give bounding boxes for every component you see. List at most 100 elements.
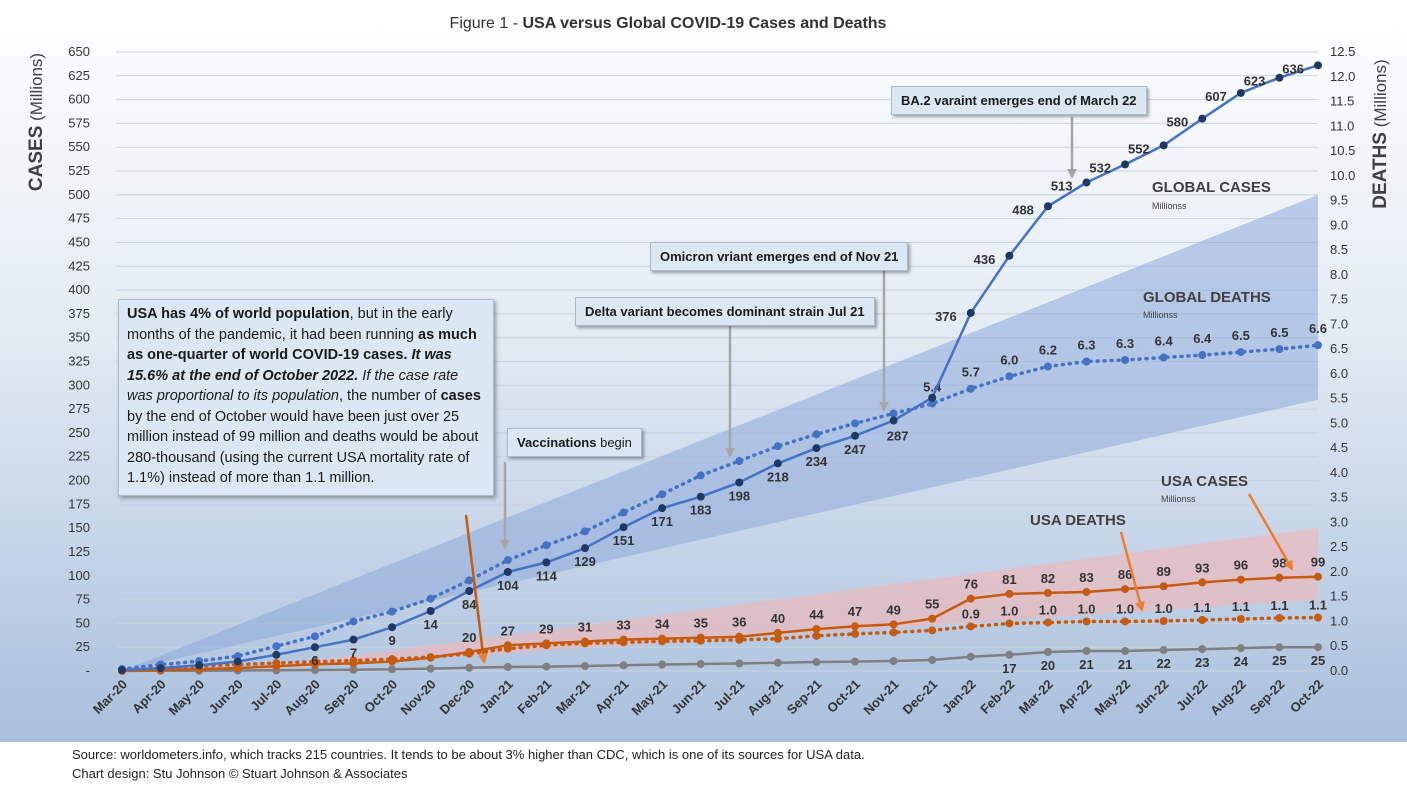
global_cases-data-label: 114 bbox=[536, 568, 558, 583]
global_cases-data-label: 129 bbox=[574, 554, 596, 569]
usa_cases-point bbox=[1121, 585, 1130, 594]
global_cases-point bbox=[773, 459, 782, 468]
usa_deaths-data-label: 1.0 bbox=[1077, 601, 1095, 616]
y-left-tick-label: 225 bbox=[68, 449, 90, 464]
global_cases-point bbox=[195, 661, 204, 670]
global_cases-point bbox=[1236, 88, 1245, 97]
note-p4: It was 15.6% at the end of October 2022. bbox=[127, 347, 452, 384]
usa_cases-data-label: 20 bbox=[462, 630, 476, 645]
usa_cases-point bbox=[735, 632, 744, 641]
global_deaths-point bbox=[272, 642, 281, 651]
global_cases-data-label: 6 bbox=[311, 653, 318, 668]
usa_share_line-point bbox=[349, 665, 358, 674]
global_deaths-point bbox=[1275, 345, 1284, 354]
global_cases-data-label: 171 bbox=[651, 514, 673, 529]
usa_share_line-point bbox=[889, 657, 898, 666]
y-right-tick-label: 3.0 bbox=[1330, 514, 1348, 529]
usa_cases-point bbox=[773, 628, 782, 637]
usa_share_line-point bbox=[310, 666, 319, 675]
global_deaths-point bbox=[889, 409, 898, 418]
usa_deaths-point bbox=[1043, 618, 1052, 627]
usa_share_line-point bbox=[503, 663, 512, 672]
usa_share_line-data-label: 20 bbox=[1041, 658, 1055, 673]
global_cases-data-label: 151 bbox=[613, 533, 635, 548]
global_deaths-data-label: 5.7 bbox=[962, 365, 980, 380]
global_cases-data-label: 14 bbox=[423, 617, 438, 632]
usa_cases-point bbox=[1275, 573, 1284, 582]
usa_cases-point bbox=[503, 641, 512, 650]
y-right-tick-label: 0.0 bbox=[1330, 663, 1348, 678]
global_cases-point bbox=[1159, 141, 1168, 150]
global_deaths-point bbox=[1043, 362, 1052, 371]
y-left-tick-label: 350 bbox=[68, 330, 90, 345]
usa_cases-data-label: 55 bbox=[925, 597, 939, 612]
global_deaths-point bbox=[851, 419, 860, 428]
y-left-tick-label: 200 bbox=[68, 473, 90, 488]
usa_cases-point bbox=[310, 660, 319, 669]
y-left-tick-label: 300 bbox=[68, 377, 90, 392]
usa_share_line-point bbox=[812, 658, 821, 667]
usa_cases-data-label: 76 bbox=[964, 577, 978, 592]
global_cases-data-label: 636 bbox=[1282, 61, 1304, 76]
usa_cases-point bbox=[542, 639, 551, 648]
usa_cases-point bbox=[851, 622, 860, 631]
global_deaths-line bbox=[120, 343, 1320, 671]
usa_cases-point bbox=[812, 625, 821, 634]
global_cases-data-label: 183 bbox=[690, 503, 712, 518]
y-left-tick-label: 475 bbox=[68, 211, 90, 226]
y-right-tick-label: 12.0 bbox=[1330, 69, 1355, 84]
usa_deaths-data-label: 1.1 bbox=[1193, 600, 1211, 615]
y-left-axis-title: CASES (Millions) bbox=[26, 53, 47, 191]
note-p8: by the end of October would have been ju… bbox=[127, 408, 479, 487]
usa_cases-point bbox=[426, 653, 435, 662]
global_deaths-point bbox=[310, 632, 319, 641]
annotation-vaccinations: Vaccinations begin bbox=[507, 428, 642, 457]
y-right-tick-label: 8.0 bbox=[1330, 267, 1348, 282]
global_cases-point bbox=[118, 666, 126, 675]
usa_share_line-point bbox=[619, 661, 628, 670]
usa_deaths-point bbox=[812, 631, 821, 640]
usa_cases-point bbox=[1005, 589, 1014, 598]
usa_cases-data-label: 93 bbox=[1195, 560, 1209, 575]
y-left-tick-label: 500 bbox=[68, 187, 90, 202]
global_deaths-point bbox=[1005, 372, 1014, 381]
y-left-tick-label: 150 bbox=[68, 520, 90, 535]
y-right-tick-label: 3.5 bbox=[1330, 490, 1348, 505]
y-right-tick-label: 6.0 bbox=[1330, 366, 1348, 381]
usa_share_line-point bbox=[1121, 647, 1130, 656]
footer-credit: Chart design: Stu Johnson © Stuart Johns… bbox=[72, 766, 408, 781]
chart-title: Figure 1 - USA versus Global COVID-19 Ca… bbox=[450, 15, 887, 32]
usa_share_line-point bbox=[1159, 646, 1168, 655]
usa_cases-data-label: 49 bbox=[886, 602, 900, 617]
global-trend-band bbox=[122, 194, 1318, 671]
global_deaths-data-label: 6.6 bbox=[1309, 321, 1327, 336]
global_cases-data-label: 580 bbox=[1167, 115, 1189, 130]
note-p6: , the number of bbox=[339, 388, 441, 404]
y-right-tick-label: 4.5 bbox=[1330, 440, 1348, 455]
y-left-tick-label: 425 bbox=[68, 258, 90, 273]
usa_deaths-point bbox=[1236, 615, 1245, 624]
y-left-tick-label: 625 bbox=[68, 68, 90, 83]
y-left-tick-label: 175 bbox=[68, 496, 90, 511]
label-global-deaths: GLOBAL DEATHS bbox=[1143, 289, 1271, 306]
global_cases-data-label: 198 bbox=[728, 488, 750, 503]
usa_deaths-point bbox=[966, 622, 975, 631]
label-usa-cases: USA CASES bbox=[1161, 473, 1248, 490]
usa_cases-point bbox=[349, 659, 358, 668]
usa_share_line-point bbox=[735, 659, 744, 668]
y-left-tick-label: 525 bbox=[68, 163, 90, 178]
usa_deaths-point bbox=[851, 629, 860, 638]
global_cases-point bbox=[310, 643, 319, 652]
usa_cases-data-label: 99 bbox=[1311, 555, 1325, 570]
usa_cases-point bbox=[272, 662, 281, 671]
y-right-tick-label: 2.0 bbox=[1330, 564, 1348, 579]
global_deaths-point bbox=[426, 594, 435, 603]
usa_deaths-point bbox=[1121, 617, 1130, 626]
usa_cases-point bbox=[465, 647, 474, 656]
vaccinations-rest: begin bbox=[596, 435, 632, 450]
usa_cases-point bbox=[1082, 587, 1091, 596]
label-usa-deaths: USA DEATHS bbox=[1030, 512, 1126, 529]
global_cases-point bbox=[658, 504, 667, 513]
arrow-usa-cases bbox=[1247, 493, 1294, 571]
y-left-tick-label: 125 bbox=[68, 544, 90, 559]
